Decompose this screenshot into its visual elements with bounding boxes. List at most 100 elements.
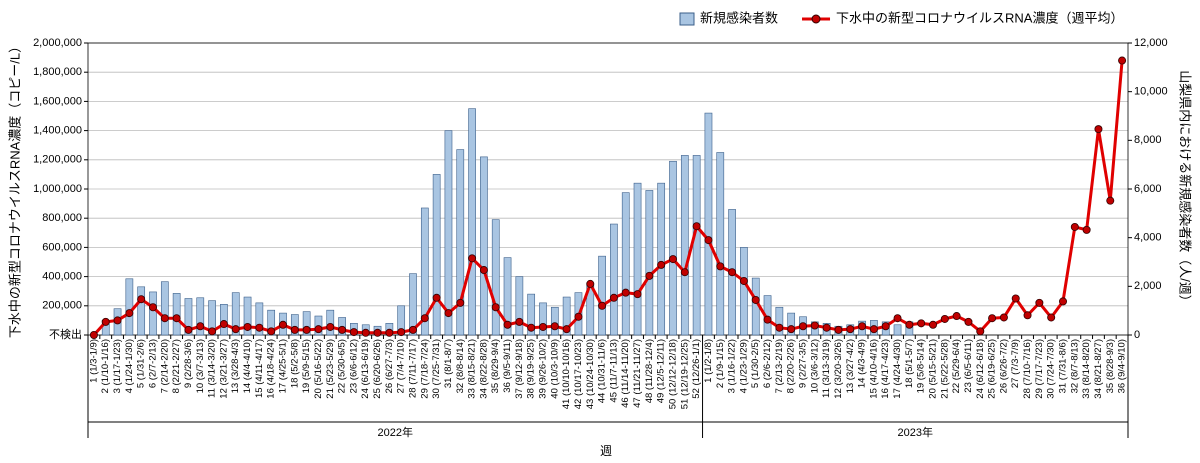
x-tick-label: 9 (2/27-3/5) xyxy=(798,339,809,388)
bar xyxy=(550,306,559,336)
x-tick-label: 28 (7/10-7/16) xyxy=(1022,339,1033,399)
x-tick-label: 5 (1/31-2/6) xyxy=(136,339,147,388)
line-marker xyxy=(137,295,146,304)
y-tick-label: 200,000 xyxy=(42,300,82,312)
line-marker xyxy=(621,288,630,297)
x-tick-label: 24 (6/12-6/18) xyxy=(975,339,986,399)
bar xyxy=(160,281,169,336)
x-tick-label: 11 (3/13-3/19) xyxy=(821,339,832,398)
x-tick-label: 10 (3/7-3/13) xyxy=(195,339,206,393)
x-tick-label: 3 (1/16-1/22) xyxy=(727,339,738,393)
x-tick-label: 18 (5/1-5/7) xyxy=(904,339,915,388)
x-tick-label: 4 (1/24-1/30) xyxy=(124,339,135,393)
line-marker xyxy=(148,303,157,312)
line-marker xyxy=(113,316,122,325)
line-marker xyxy=(964,317,973,326)
line-marker xyxy=(586,279,595,288)
line-marker xyxy=(172,314,181,323)
bar xyxy=(657,182,666,336)
line-marker xyxy=(432,293,441,302)
line-marker xyxy=(609,293,618,302)
legend-swatch xyxy=(679,12,695,26)
x-tick-label: 36 (9/5-9/11) xyxy=(502,339,513,393)
x-tick-label: 19 (5/9-5/15) xyxy=(301,339,312,393)
x-tick-label: 12 (3/20-3/26) xyxy=(833,339,844,399)
x-tick-label: 46 (11/14-11/20) xyxy=(620,339,631,408)
y-tick-label: 2,000,000 xyxy=(33,37,82,49)
x-tick-label: 33 (8/14-8/20) xyxy=(1081,339,1092,399)
x-tick-label: 29 (7/17-7/23) xyxy=(1034,339,1045,399)
bar xyxy=(172,293,181,336)
y-tick-label: 1,200,000 xyxy=(33,154,82,166)
x-tick-label: 35 (8/29-9/4) xyxy=(490,339,501,393)
line xyxy=(92,60,1124,337)
x-tick-label: 47 (11/21-11/27) xyxy=(632,339,643,408)
line-marker xyxy=(1047,313,1056,322)
bar xyxy=(432,174,441,336)
x-tick-label: 2 (1/10-1/16) xyxy=(100,339,111,393)
line-marker xyxy=(1011,294,1020,303)
bar xyxy=(196,297,205,336)
x-tick-label: 43 (10/24-10/30) xyxy=(585,339,596,409)
x-tick-label: 15 (4/10-4/16) xyxy=(868,339,879,399)
line-marker xyxy=(184,325,193,334)
y2-tick-label: 10,000 xyxy=(1134,86,1168,98)
bar xyxy=(787,312,796,336)
bar xyxy=(149,291,157,336)
line-marker xyxy=(751,295,760,304)
line-marker xyxy=(196,322,205,331)
x-tick-label: 20 (5/16-5/22) xyxy=(313,339,324,399)
y-tick-label: 不検出 xyxy=(49,327,82,341)
x-tick-label: 34 (8/22-8/28) xyxy=(478,339,489,399)
line-marker xyxy=(669,255,678,264)
x-tick-label: 14 (4/4-4/10) xyxy=(242,339,253,393)
line-marker xyxy=(739,276,748,285)
bar xyxy=(680,155,689,336)
x-tick-label: 17 (4/25-5/1) xyxy=(278,339,289,393)
bar xyxy=(255,302,264,336)
x-tick-label: 36 (9/4-9/10) xyxy=(1117,339,1128,393)
line-marker xyxy=(231,325,240,334)
x-tick-label: 41 (10/10-10/16) xyxy=(561,339,572,409)
x-tick-label: 32 (8/8-8/14) xyxy=(455,339,466,393)
line-marker xyxy=(869,325,878,334)
line-marker xyxy=(846,325,855,334)
line-marker xyxy=(834,325,843,334)
x-tick-label: 6 (2/7-2/13) xyxy=(148,339,159,388)
line-marker xyxy=(290,325,299,334)
x-tick-label: 13 (3/27-4/2) xyxy=(845,339,856,393)
x-tick-label: 35 (8/28-9/3) xyxy=(1105,339,1116,393)
bar xyxy=(515,276,524,336)
y2-tick-label: 8,000 xyxy=(1134,134,1162,146)
bar xyxy=(704,112,713,336)
legend-label: 下水中の新型コロナウイルスRNA濃度（週平均） xyxy=(836,10,1123,25)
x-tick-label: 34 (8/21-8/27) xyxy=(1093,339,1104,399)
line-marker xyxy=(361,328,370,337)
y2-tick-label: 4,000 xyxy=(1134,232,1162,244)
line-marker xyxy=(479,266,488,275)
line-marker xyxy=(692,222,701,231)
x-tick-label: 2 (1/9-1/15) xyxy=(715,339,726,388)
bar xyxy=(539,302,547,336)
x-tick-label: 4 (1/23-1/29) xyxy=(738,339,749,393)
x-tick-label: 52 (12/26-1/1) xyxy=(691,339,702,399)
x-tick-label: 26 (6/27-7/3) xyxy=(384,339,395,393)
x-tick-label: 32 (8/7-8/13) xyxy=(1069,339,1080,393)
line-marker xyxy=(373,328,382,337)
line-marker xyxy=(822,323,831,332)
bar xyxy=(893,324,902,336)
line-marker xyxy=(539,322,548,331)
bar xyxy=(220,304,228,336)
line-marker xyxy=(101,317,110,326)
x-tick-label: 42 (10/17-10/23) xyxy=(573,339,584,409)
x-tick-label: 23 (6/6-6/12) xyxy=(348,339,359,393)
line-marker xyxy=(385,328,394,337)
line-marker xyxy=(893,314,902,323)
bar xyxy=(480,156,488,336)
bar xyxy=(610,223,618,336)
bar xyxy=(444,130,453,336)
x-tick-label: 28 (7/11-7/17) xyxy=(408,339,419,398)
y-tick-label: 1,400,000 xyxy=(33,125,82,137)
x-tick-label: 8 (2/21-2/27) xyxy=(171,339,182,393)
x-tick-label: 40 (10/3-10/9) xyxy=(549,339,560,399)
